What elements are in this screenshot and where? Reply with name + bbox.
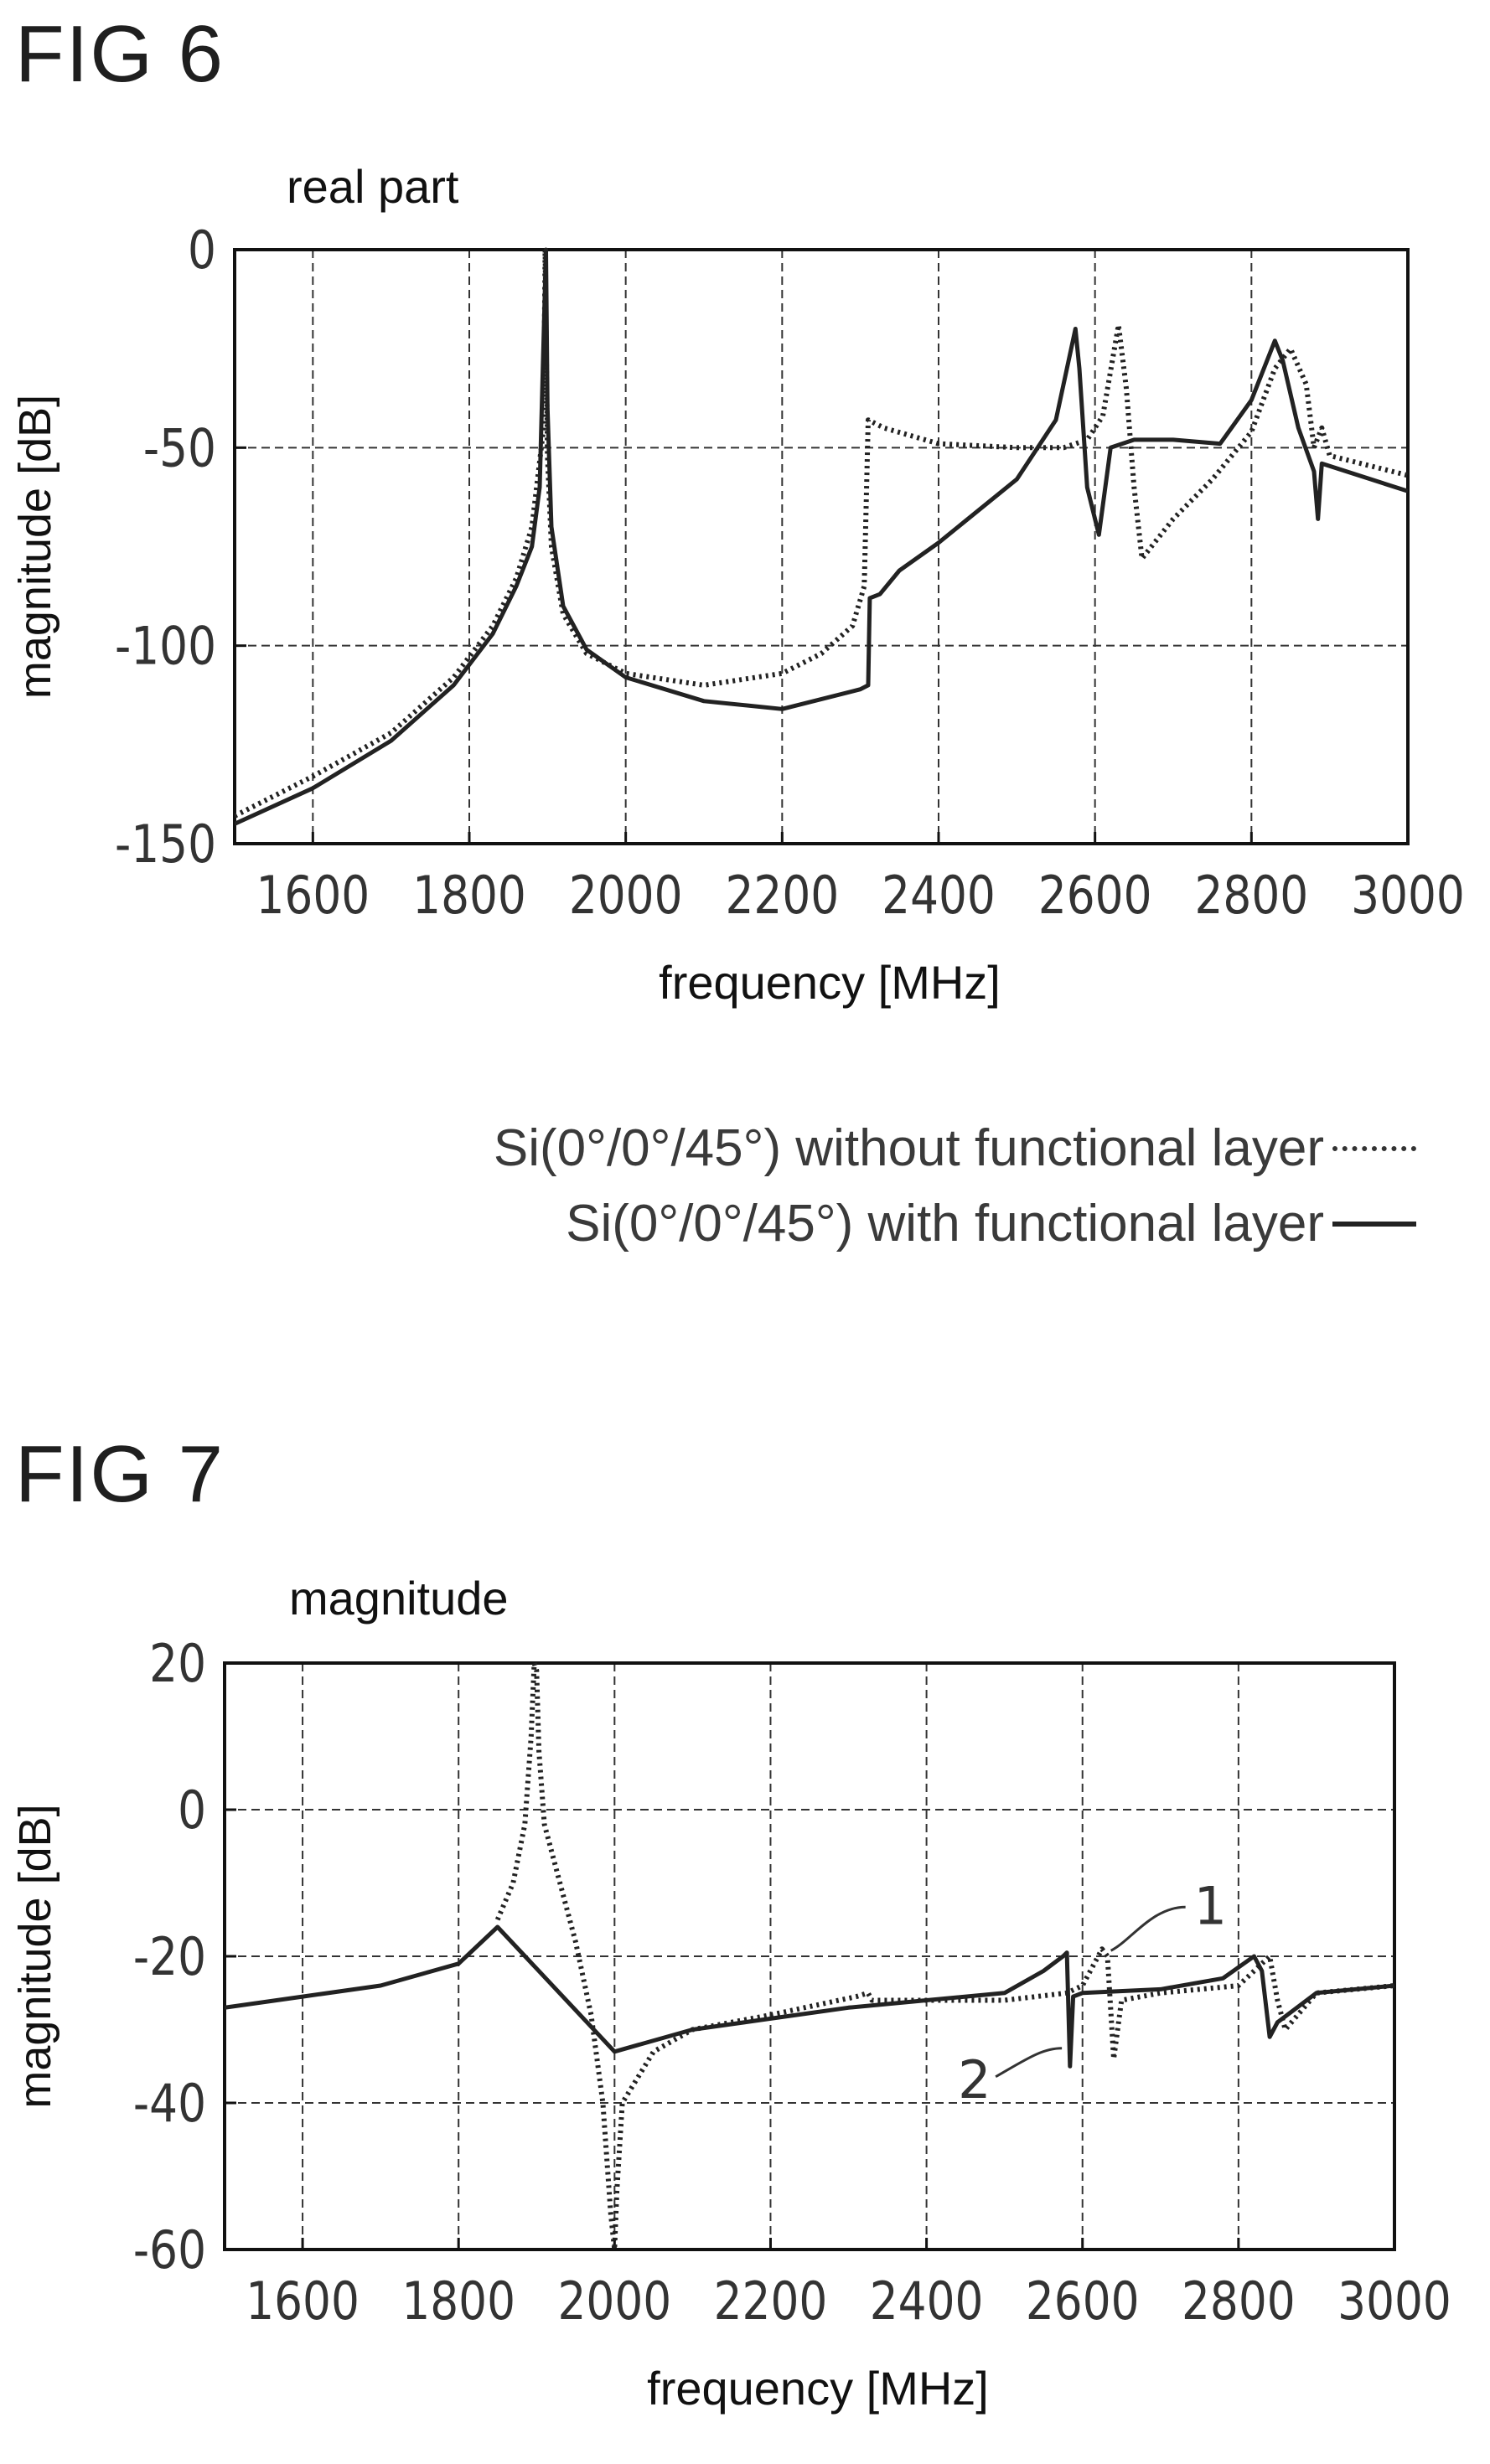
x-tick-label: 3000 <box>1337 2270 1451 2332</box>
y-tick-label: -40 <box>133 2073 206 2134</box>
y-tick-label: 0 <box>178 1780 206 1841</box>
x-tick-label: 2400 <box>882 865 996 926</box>
series-line-solid <box>235 247 1408 826</box>
x-tick-label: 2800 <box>1194 865 1308 926</box>
x-tick-label: 2200 <box>725 865 839 926</box>
figure-label: FIG 7 <box>15 1429 225 1519</box>
chart-title: real part <box>287 160 459 213</box>
legend-label: Si(0°/0°/45°) with functional layer <box>566 1195 1324 1253</box>
x-tick-label: 1600 <box>256 865 370 926</box>
x-axis-label: frequency [MHz] <box>659 956 1001 1009</box>
y-tick-label: -50 <box>143 417 216 478</box>
x-tick-label: 3000 <box>1351 865 1465 926</box>
x-tick-label: 1600 <box>246 2270 360 2332</box>
x-tick-label: 2000 <box>569 865 683 926</box>
x-axis-label: frequency [MHz] <box>647 2362 989 2415</box>
series-line-dotted <box>235 247 1408 819</box>
legend-entry-dotted: Si(0°/0°/45°) without functional layer <box>494 1118 1416 1178</box>
plot-frame <box>233 248 1410 845</box>
annotation-leader <box>995 2047 1063 2079</box>
y-tick-label: -60 <box>133 2219 206 2281</box>
x-tick-label: 1800 <box>412 865 526 926</box>
annotation-label: 2 <box>958 2049 991 2110</box>
figure-label: FIG 6 <box>15 9 225 99</box>
y-tick-label: 0 <box>188 220 216 281</box>
annotation-leader <box>1110 1905 1186 1952</box>
y-axis-label: magnitude [dB] <box>10 1804 60 2108</box>
x-tick-label: 2600 <box>1038 865 1152 926</box>
y-tick-label: -100 <box>115 616 216 677</box>
y-tick-label: -150 <box>115 814 216 875</box>
x-tick-label: 2600 <box>1026 2270 1140 2332</box>
x-tick-label: 2400 <box>870 2270 984 2332</box>
x-tick-label: 2800 <box>1182 2270 1296 2332</box>
x-tick-label: 2000 <box>557 2270 671 2332</box>
series-line-solid <box>225 1924 1394 2069</box>
y-tick-label: 20 <box>149 1633 206 1694</box>
legend-entry-solid: Si(0°/0°/45°) with functional layer <box>566 1194 1416 1253</box>
x-tick-label: 1800 <box>401 2270 515 2332</box>
y-axis-label: magnitude [dB] <box>10 395 60 699</box>
chart-title: magnitude <box>289 1572 509 1625</box>
y-tick-label: -20 <box>133 1926 206 1987</box>
annotation-label: 1 <box>1194 1875 1227 1936</box>
legend-label: Si(0°/0°/45°) without functional layer <box>493 1119 1324 1177</box>
legend-swatch-dotted <box>1332 1145 1416 1151</box>
legend-swatch-solid <box>1332 1221 1416 1227</box>
x-tick-label: 2200 <box>714 2270 828 2332</box>
